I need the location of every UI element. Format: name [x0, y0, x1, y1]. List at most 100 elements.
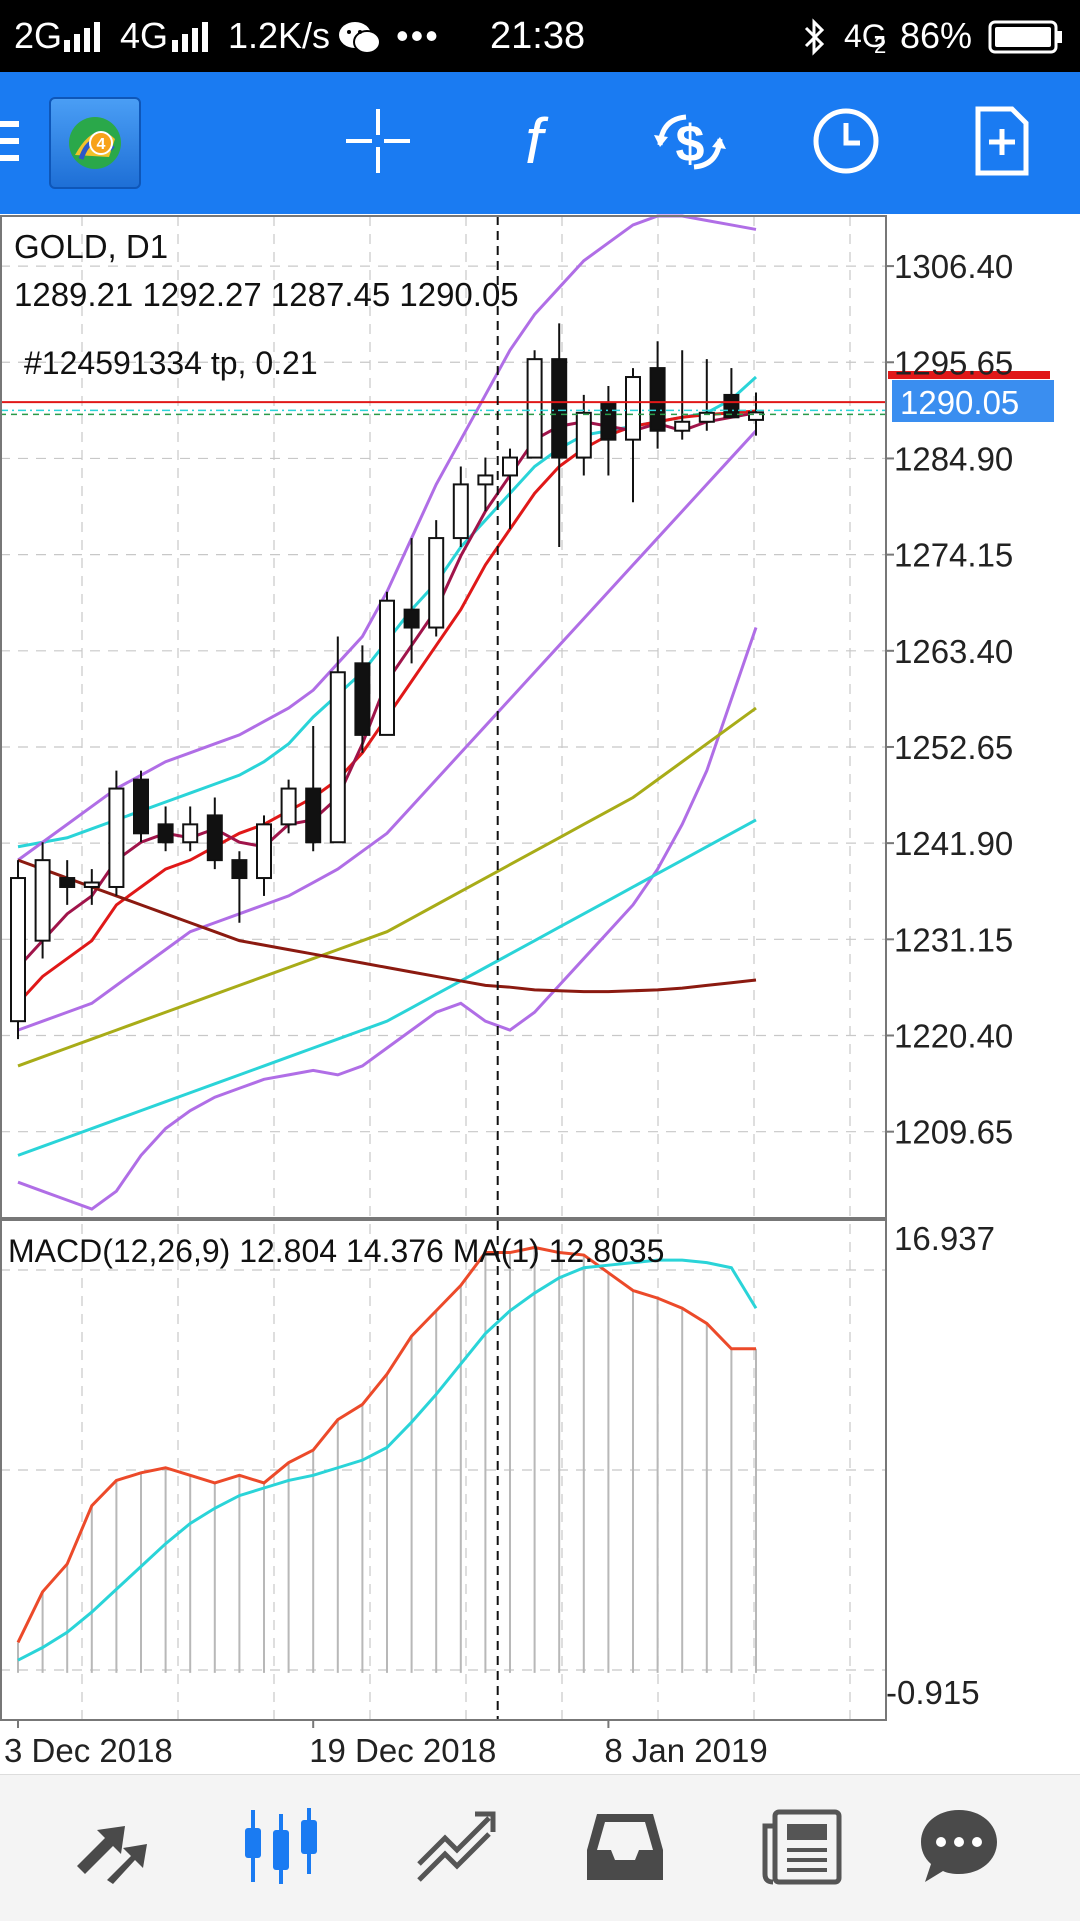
candle — [305, 725, 322, 852]
period-button[interactable] — [786, 80, 906, 206]
indicator-line-ma_darkred — [17, 858, 757, 994]
symbols-button[interactable]: $ — [630, 80, 750, 206]
chart-frame — [0, 215, 887, 1721]
date-axis-label: 3 Dec 2018 — [4, 1732, 173, 1769]
candle — [10, 860, 26, 1040]
candle — [526, 350, 543, 459]
date-axis-label: 19 Dec 2018 — [309, 1732, 496, 1769]
candle-body — [551, 358, 568, 459]
symbols-icon: $ — [650, 105, 730, 182]
candle — [108, 770, 125, 896]
candle-body — [280, 787, 297, 826]
candle — [575, 394, 592, 476]
newspaper-icon — [759, 1804, 843, 1893]
logo-digit: 4 — [97, 136, 106, 153]
svg-text:$: $ — [676, 115, 705, 173]
nav-charts[interactable] — [216, 1785, 346, 1911]
price-axis-label: 1274.15 — [894, 537, 1013, 574]
macd-label: MACD(12,26,9) 12.804 14.376 MA(1) 12.803… — [8, 1233, 664, 1269]
signal-icon-1 — [64, 22, 106, 57]
price-levels — [0, 371, 1050, 416]
price-axis-label: 1284.90 — [894, 440, 1013, 477]
price-axis-label: 1263.40 — [894, 633, 1013, 670]
candle-body — [625, 376, 641, 441]
clock: 21:38 — [490, 15, 586, 57]
metatrader-logo-icon: 4 — [51, 117, 139, 191]
candle-body — [329, 671, 346, 844]
candle — [477, 457, 494, 512]
candle-body — [354, 662, 371, 736]
candle — [157, 806, 174, 852]
price-axis-label: 1241.90 — [894, 825, 1013, 862]
indicators-button[interactable]: f — [474, 80, 594, 206]
crosshair-button[interactable] — [318, 80, 438, 206]
indicator-line-ma_cyan_slow — [17, 818, 757, 1157]
candle-body — [231, 859, 248, 880]
candle — [83, 869, 100, 905]
candle-body — [674, 420, 691, 432]
quotes-arrows-icon — [71, 1806, 151, 1891]
candle — [452, 466, 469, 548]
indicators-icon: f — [504, 105, 564, 182]
candle-body — [34, 859, 51, 942]
macd-signal-line — [17, 1258, 758, 1662]
trade-chart-icon — [413, 1804, 497, 1893]
order-label[interactable]: #124591334 tp, 0.21 — [24, 345, 318, 381]
crosshair-icon — [342, 105, 414, 182]
candle — [280, 779, 297, 834]
inbox-tray-icon — [583, 1804, 667, 1893]
indicator-line-ma_olive — [17, 706, 757, 1068]
network-type-2: 4G — [120, 15, 169, 56]
new-order-button[interactable] — [942, 80, 1062, 206]
nav-news[interactable] — [736, 1785, 866, 1911]
price-axis-label: 1231.15 — [894, 921, 1013, 958]
candle — [625, 368, 641, 503]
wechat-icon — [338, 20, 382, 61]
candle — [133, 770, 149, 843]
chart-area[interactable]: 1306.40 1295.65 1284.90 1274.15 1263.40 1252.… — [0, 214, 1080, 1774]
nav-trade[interactable] — [390, 1785, 520, 1911]
candle — [502, 448, 518, 530]
candle — [403, 538, 420, 664]
candle-body — [526, 358, 543, 459]
more-notifications: ••• — [396, 15, 440, 56]
candle-body — [698, 411, 715, 423]
nav-messages[interactable] — [894, 1785, 1024, 1911]
chat-bubble-icon — [917, 1804, 1001, 1893]
macd-main-line — [16, 1245, 756, 1644]
candle-body — [649, 367, 666, 432]
price-axis-label: 1220.40 — [894, 1017, 1013, 1054]
order-level-marker — [888, 371, 1050, 379]
chart-axes: 1306.40 1295.65 1284.90 1274.15 1263.40 1252.… — [4, 248, 1013, 1769]
candle — [256, 815, 272, 896]
candle-body — [428, 537, 445, 629]
battery-percent: 86% — [900, 15, 973, 56]
price-axis-label: 1295.65 — [894, 344, 1013, 381]
candle-body — [305, 787, 322, 844]
candle-body — [477, 474, 494, 486]
price-axis-label: 1252.65 — [894, 729, 1013, 766]
svg-text:f: f — [525, 105, 549, 177]
menu-button[interactable] — [0, 80, 34, 206]
network-type-3: 4G — [844, 18, 887, 54]
candle — [674, 350, 691, 440]
current-price-label: 1290.05 — [900, 384, 1019, 421]
nav-quotes[interactable] — [46, 1785, 176, 1911]
candle-body — [157, 823, 174, 844]
price-chart[interactable]: 1306.40 1295.65 1284.90 1274.15 1263.40 1252.… — [0, 214, 1080, 1774]
price-axis-label: 1306.40 — [894, 248, 1013, 285]
candle — [206, 797, 223, 870]
nav-history[interactable] — [560, 1785, 690, 1911]
candle — [59, 860, 76, 905]
candle — [379, 591, 395, 736]
bottom-navigation — [0, 1774, 1080, 1921]
candle — [600, 385, 617, 476]
battery-icon — [988, 20, 1064, 59]
candle-body — [206, 814, 223, 862]
candle — [748, 392, 764, 436]
candle — [428, 520, 445, 637]
candle — [182, 806, 199, 852]
top-toolbar: 4 f $ — [0, 72, 1080, 214]
candle — [354, 645, 371, 753]
current-price-tag — [892, 380, 1054, 422]
